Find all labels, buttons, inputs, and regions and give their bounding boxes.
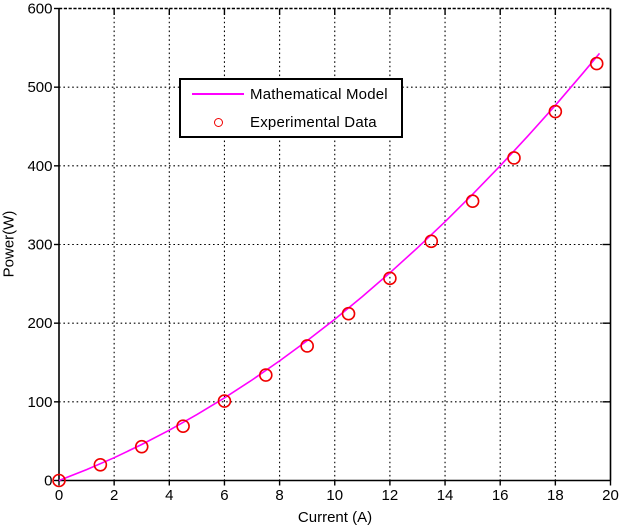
data-point-marker [176, 419, 190, 434]
legend-label-data: Experimental Data [250, 113, 377, 131]
y-axis-label: Power(W) [0, 210, 18, 278]
y-tick-label: 200 [27, 315, 52, 332]
data-point-marker [589, 56, 604, 71]
x-tick-label: 14 [437, 487, 454, 504]
data-point-marker [134, 439, 149, 454]
x-axis-label: Current (A) [297, 509, 373, 526]
data-point-marker [548, 104, 563, 119]
y-tick-label: 600 [27, 1, 52, 18]
legend-line-sample-icon [192, 93, 244, 95]
data-point-marker [424, 234, 439, 249]
y-tick-label: 300 [27, 237, 52, 254]
data-point-marker [52, 473, 66, 488]
x-tick-label: 16 [492, 487, 509, 504]
data-point-marker [465, 194, 480, 209]
x-tick-label: 4 [165, 487, 173, 504]
y-tick-label: 400 [27, 158, 52, 175]
x-tick-label: 10 [326, 487, 343, 504]
data-point-marker [383, 271, 397, 286]
data-point-marker [259, 368, 273, 382]
x-tick-label: 18 [547, 487, 564, 504]
x-tick-label: 2 [110, 487, 118, 504]
data-point-marker [300, 339, 314, 353]
y-tick-label: 100 [27, 394, 52, 411]
x-tick-label: 8 [275, 487, 283, 504]
data-point-marker [217, 394, 232, 408]
x-tick-label: 12 [382, 487, 399, 504]
legend-item-model: Mathematical Model [181, 80, 401, 108]
legend-item-data: Experimental Data [181, 108, 401, 136]
model-line-series [58, 52, 601, 482]
x-tick-label: 20 [602, 487, 619, 504]
legend-swatch-area [192, 117, 244, 127]
legend-label-model: Mathematical Model [250, 85, 388, 103]
y-tick-label: 500 [27, 79, 52, 96]
data-point-marker [341, 306, 356, 321]
legend-circle-sample-icon [213, 117, 223, 127]
y-tick-label: 0 [44, 473, 52, 490]
x-tick-label: 6 [220, 487, 228, 504]
data-point-marker [507, 151, 521, 165]
data-point-marker [93, 457, 108, 472]
x-tick-label: 0 [55, 487, 63, 504]
legend-swatch-area [192, 93, 244, 95]
legend[interactable]: Mathematical Model Experimental Data [179, 78, 403, 138]
